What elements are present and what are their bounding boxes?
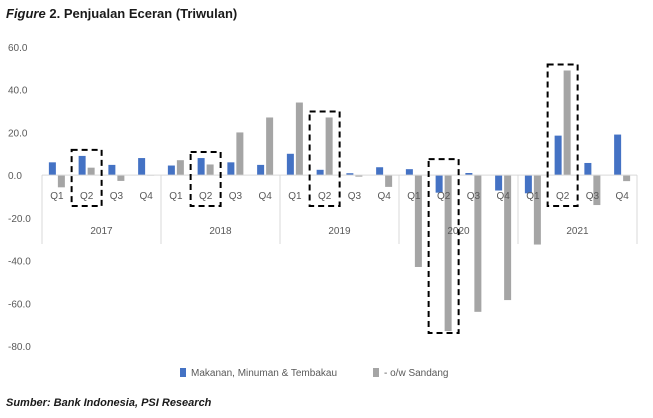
quarter-label: Q1: [407, 191, 421, 202]
bars: [48, 70, 631, 332]
bar-series-1: [405, 169, 413, 176]
bar-series-1: [376, 167, 384, 176]
year-label: 2021: [566, 226, 589, 237]
quarter-label: Q3: [467, 191, 481, 202]
bar-series-2: [385, 175, 393, 187]
bar-series-2: [57, 175, 65, 188]
bar-series-2: [504, 175, 512, 301]
quarter-label: Q3: [110, 191, 124, 202]
bar-series-1: [227, 162, 235, 176]
bar-series-2: [474, 175, 482, 312]
y-tick-label: -20.0: [8, 214, 31, 225]
quarter-label: Q2: [318, 191, 332, 202]
bar-series-1: [257, 164, 265, 176]
quarter-label: Q1: [50, 191, 64, 202]
legend-label: - o/w Sandang: [384, 368, 449, 379]
quarter-label: Q4: [496, 191, 510, 202]
quarter-label: Q2: [437, 191, 451, 202]
bar-series-2: [295, 102, 303, 176]
bar-series-1: [316, 169, 324, 176]
bar-series-1: [167, 165, 175, 176]
highlight-box: [70, 148, 103, 208]
bar-series-1: [584, 162, 592, 176]
axis-lines: [41, 174, 638, 244]
bar-series-2: [623, 175, 631, 182]
bar-series-1: [48, 162, 56, 176]
y-axis-labels: 60.0 40.0 20.0 0.0 -20.0 -40.0 -60.0 -80.0: [8, 43, 31, 353]
bar-series-2: [117, 175, 125, 181]
quarter-label: Q2: [199, 191, 213, 202]
quarter-label: Q4: [377, 191, 391, 202]
quarter-label: Q1: [169, 191, 183, 202]
x-axis-labels: Q1 Q2 Q3 Q4 Q1 Q2 Q3 Q4 Q1 Q2 Q3 Q4 Q1 Q2 Q3 Q4 Q1 Q2 Q3 Q4…: [50, 191, 629, 237]
y-tick-label: -60.0: [8, 299, 31, 310]
year-label: 2017: [90, 226, 113, 237]
legend-swatch: [373, 368, 379, 377]
bar-series-2: [563, 70, 571, 176]
bar-series-1: [138, 158, 146, 176]
legend-label: Makanan, Minuman & Tembakau: [191, 368, 337, 379]
bar-series-2: [87, 167, 95, 176]
y-tick-label: -80.0: [8, 342, 31, 353]
bar-series-1: [614, 134, 622, 176]
quarter-label: Q3: [348, 191, 362, 202]
chart-title: Figure 2. Penjualan Eceran (Triwulan): [6, 6, 237, 21]
highlight-box: [546, 63, 579, 207]
bar-series-2: [176, 160, 184, 176]
bar-series-1: [435, 175, 443, 193]
bar-series-1: [78, 155, 86, 176]
bar-series-1: [524, 175, 532, 194]
y-tick-label: 20.0: [8, 128, 28, 139]
bar-series-2: [533, 175, 541, 245]
y-tick-label: 0.0: [8, 171, 22, 182]
bar-series-1: [108, 164, 116, 176]
bar-series-2: [355, 175, 363, 177]
bar-series-2: [444, 175, 452, 332]
year-label: 2019: [328, 226, 351, 237]
legend-swatch: [180, 368, 186, 377]
title-text: Penjualan Eceran (Triwulan): [63, 6, 238, 21]
y-tick-label: -40.0: [8, 257, 31, 268]
highlight-box: [308, 110, 341, 207]
quarter-label: Q1: [526, 191, 540, 202]
quarter-label: Q1: [288, 191, 302, 202]
source-note: Sumber: Bank Indonesia, PSI Research: [6, 397, 212, 409]
bar-series-1: [197, 158, 205, 176]
quarter-label: Q4: [139, 191, 153, 202]
bar-series-2: [266, 117, 274, 176]
highlight-box: [189, 151, 222, 207]
highlight-boxes: [70, 63, 579, 335]
figure-number: 2.: [49, 6, 61, 21]
bar-series-2: [414, 175, 422, 267]
bar-series-2: [236, 132, 244, 176]
figure-label: Figure: [6, 6, 46, 21]
quarter-label: Q2: [556, 191, 570, 202]
bar-series-2: [325, 117, 333, 176]
bar-series-1: [465, 173, 473, 176]
bar-series-1: [495, 175, 503, 191]
bar-series-2: [593, 175, 601, 206]
highlight-box: [427, 158, 460, 335]
quarter-label: Q4: [258, 191, 272, 202]
bar-series-1: [346, 173, 354, 176]
bar-series-1: [554, 135, 562, 176]
y-tick-label: 40.0: [8, 86, 28, 97]
quarter-label: Q3: [229, 191, 243, 202]
year-label: 2018: [209, 226, 232, 237]
y-tick-label: 60.0: [8, 43, 28, 54]
quarter-label: Q2: [80, 191, 94, 202]
bar-series-2: [206, 164, 214, 176]
quarter-label: Q3: [586, 191, 600, 202]
bar-series-1: [286, 153, 294, 176]
legend: Makanan, Minuman & Tembakau - o/w Sandang: [180, 368, 449, 379]
quarter-label: Q4: [615, 191, 629, 202]
